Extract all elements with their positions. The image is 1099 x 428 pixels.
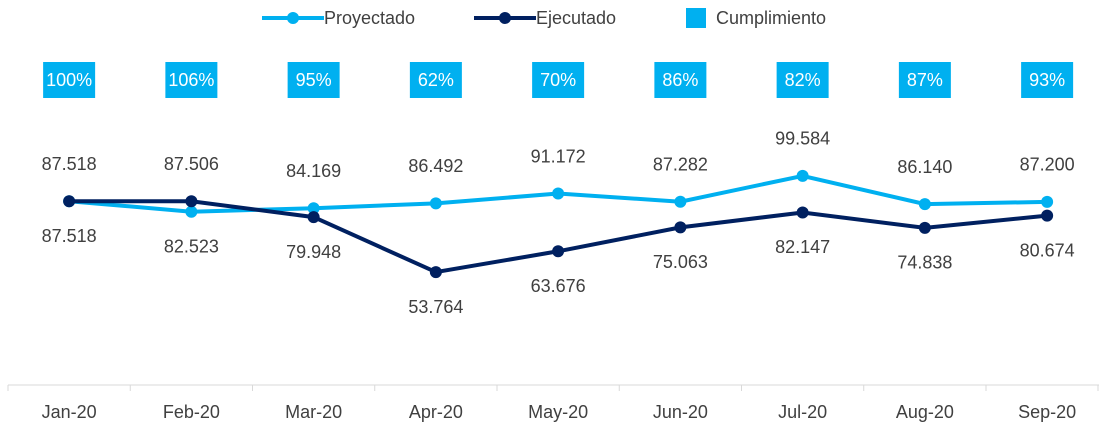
point [1041,209,1054,222]
legend-marker [287,12,299,24]
cumplimiento-label: 93% [1029,70,1065,90]
data-label: 87.518 [42,154,97,174]
point [796,206,809,219]
x-tick-label: Aug-20 [896,402,954,422]
cumplimiento-label: 87% [907,70,943,90]
data-label: 87.200 [1020,155,1075,175]
point [307,211,320,224]
cumplimiento-label: 106% [168,70,214,90]
cumplimiento-box [43,62,96,98]
point [1041,195,1054,208]
x-tick-label: Feb-20 [163,402,220,422]
data-label: 82.147 [775,237,830,257]
point [918,221,931,234]
point [796,169,809,182]
point [63,195,76,208]
point [429,266,442,279]
cumplimiento-label: 62% [418,70,454,90]
legend-marker [499,12,511,24]
data-label: 87.282 [653,154,708,174]
data-label: 80.674 [1020,240,1075,260]
point [307,202,320,215]
point [552,245,565,258]
data-label: 74.838 [897,253,952,273]
point [185,195,198,208]
cumplimiento-box [532,62,585,98]
data-label: 53.764 [408,297,463,317]
cumplimiento-box [1021,62,1074,98]
data-label: 99.584 [775,129,830,149]
x-tick-label: Apr-20 [409,402,463,422]
point [429,197,442,210]
point [674,221,687,234]
data-label: 87.506 [164,154,219,174]
data-label: 87.518 [42,226,97,246]
data-label: 86.492 [408,156,463,176]
x-tick-label: Jul-20 [778,402,827,422]
legend-label: Proyectado [324,8,415,28]
legend-label: Ejecutado [536,8,616,28]
point [185,205,198,218]
x-tick-label: Jun-20 [653,402,708,422]
cumplimiento-label: 95% [296,70,332,90]
data-label: 82.523 [164,236,219,256]
x-tick-label: May-20 [528,402,588,422]
cumplimiento-box [287,62,340,98]
data-label: 86.140 [897,157,952,177]
x-tick-label: Jan-20 [42,402,97,422]
cumplimiento-box [409,62,462,98]
cumplimiento-label: 82% [785,70,821,90]
cumplimiento-box [165,62,218,98]
cumplimiento-box [898,62,951,98]
cumplimiento-label: 86% [662,70,698,90]
x-tick-label: Mar-20 [285,402,342,422]
data-label: 91.172 [531,146,586,166]
point [552,187,565,200]
x-tick-label: Sep-20 [1018,402,1076,422]
cumplimiento-box [776,62,829,98]
point [918,198,931,211]
cumplimiento-label: 70% [540,70,576,90]
cumplimiento-box [654,62,707,98]
data-label: 75.063 [653,252,708,272]
cumplimiento-label: 100% [46,70,92,90]
data-label: 63.676 [531,276,586,296]
legend-label: Cumplimiento [716,8,826,28]
data-label: 84.169 [286,161,341,181]
point [674,195,687,208]
data-label: 79.948 [286,242,341,262]
legend-box [686,8,706,28]
